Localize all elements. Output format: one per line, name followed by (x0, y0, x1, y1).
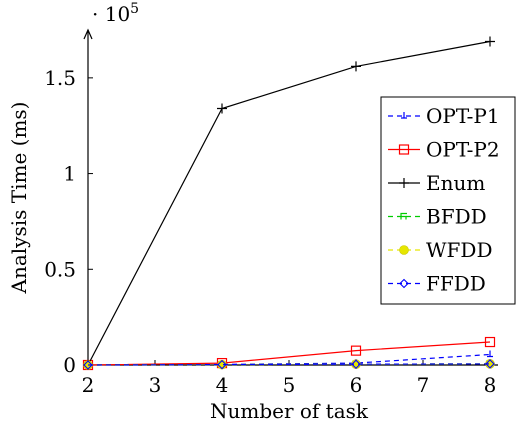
axes: 2 3 4 5 6 7 8 0 0.5 1 1.5 (44, 28, 498, 397)
series-line (87, 363, 491, 366)
y-tick-label: 1.5 (44, 66, 76, 90)
y-tick-label: 1 (63, 162, 76, 186)
marker-diamond (83, 360, 93, 370)
legend-label: FFDD (426, 272, 486, 296)
x-tick-label: 3 (149, 373, 162, 397)
series-line (87, 40, 491, 366)
marker-plus (399, 178, 409, 188)
marker-square (398, 144, 410, 155)
legend-box (380, 96, 516, 305)
legend-label: Enum (426, 171, 485, 195)
y-tick-label: 0.5 (44, 257, 76, 281)
marker-bfdd (400, 212, 407, 220)
marker-diamond (351, 359, 361, 370)
x-tick-label: 8 (484, 373, 497, 397)
marker-diamond (485, 359, 495, 369)
x-tick-label: 6 (350, 373, 363, 397)
marker-square (350, 345, 362, 356)
y-axis-label: Analysis Time (ms) (7, 102, 31, 295)
x-tick-label: 7 (417, 373, 430, 397)
marker-diamond (217, 359, 227, 370)
legend-item: Enum (388, 171, 485, 195)
legend: OPT-P1 OPT-P2 Enum BFDD WFDD FFDD (380, 96, 516, 305)
marker-diamond (399, 278, 409, 289)
x-tick-label: 2 (82, 373, 95, 397)
legend-item: FFDD (388, 272, 486, 296)
series-layer (82, 36, 496, 371)
legend-item: OPT-P2 (388, 138, 500, 162)
series-ffdd (83, 359, 495, 370)
marker-plus (485, 36, 495, 47)
y-tick-label: 0 (63, 353, 76, 377)
marker-tri (487, 350, 493, 358)
marker-tri (401, 112, 407, 119)
legend-item: BFDD (388, 205, 487, 229)
legend-label: BFDD (426, 205, 487, 229)
x-tick-label: 4 (216, 373, 229, 397)
marker-plus (351, 61, 361, 72)
legend-item: WFDD (388, 238, 493, 262)
legend-label: WFDD (426, 238, 493, 262)
y-axis-multiplier: · 105 (92, 1, 139, 26)
legend-item: OPT-P1 (388, 104, 500, 128)
series-line (87, 353, 491, 366)
marker-square (484, 336, 496, 348)
legend-label: OPT-P2 (426, 138, 500, 162)
x-tick-label: 5 (283, 373, 296, 397)
series-line (87, 341, 491, 366)
y-axis-arrowhead (83, 28, 93, 40)
marker-plus (217, 103, 227, 114)
marker-dot (399, 245, 409, 255)
x-axis-label: Number of task (210, 399, 369, 423)
legend-label: OPT-P1 (426, 104, 500, 128)
